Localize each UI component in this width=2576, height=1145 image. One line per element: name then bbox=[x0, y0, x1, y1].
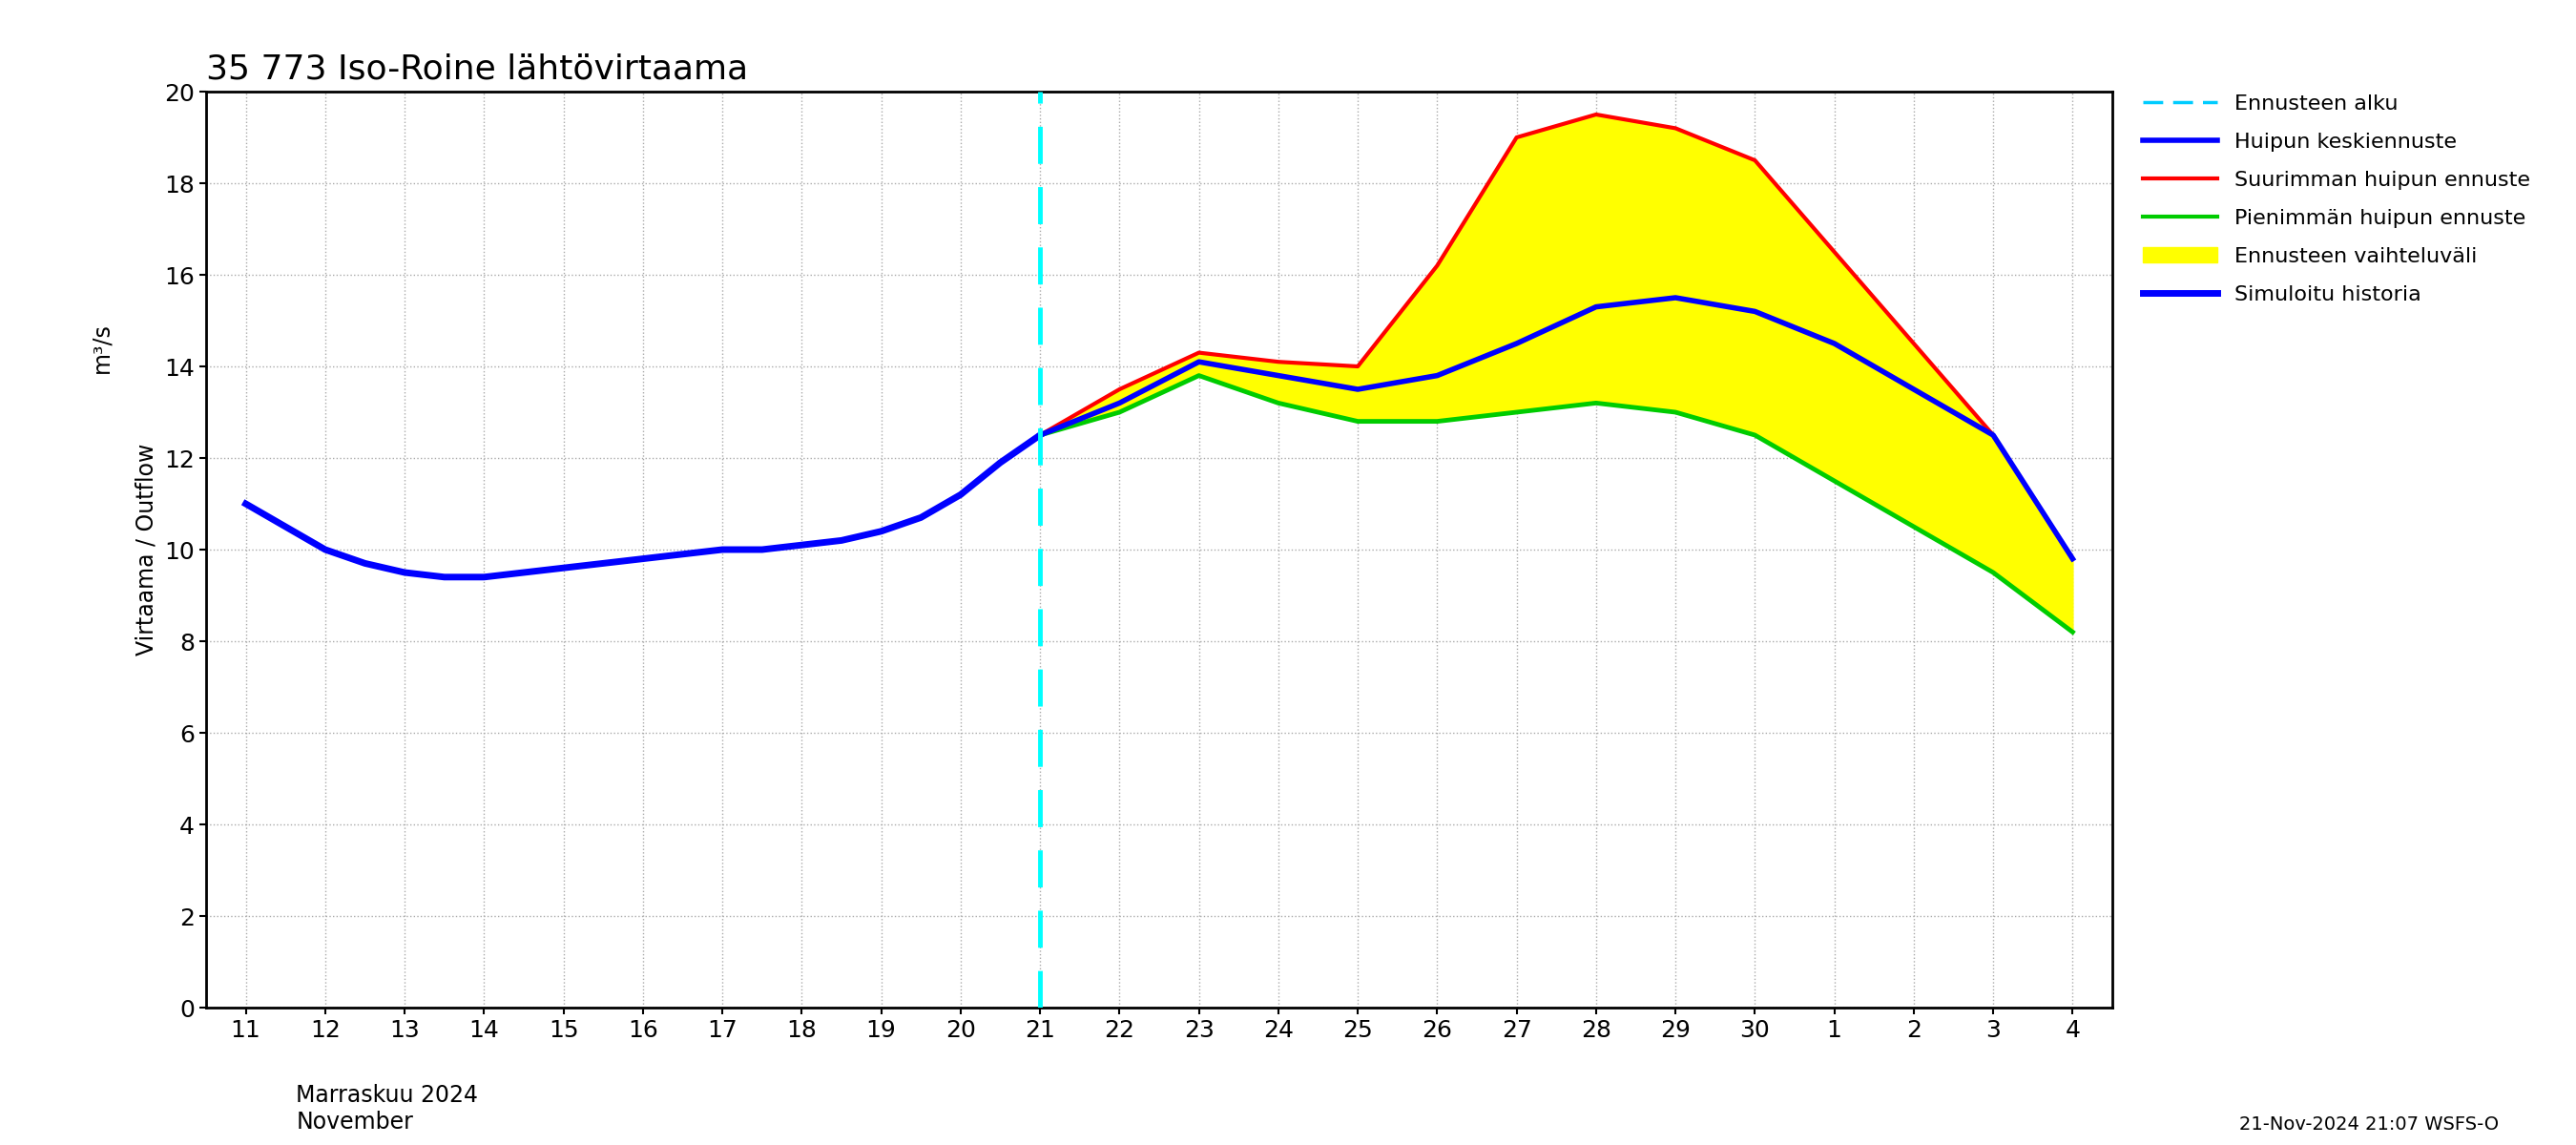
Y-axis label: Virtaama / Outflow: Virtaama / Outflow bbox=[134, 443, 157, 656]
Text: 35 773 Iso-Roine lähtövirtaama: 35 773 Iso-Roine lähtövirtaama bbox=[206, 53, 747, 85]
Text: 21-Nov-2024 21:07 WSFS-O: 21-Nov-2024 21:07 WSFS-O bbox=[2239, 1115, 2499, 1134]
Text: m³/s: m³/s bbox=[90, 323, 113, 373]
Legend: Ennusteen alku, Huipun keskiennuste, Suurimman huipun ennuste, Pienimmän huipun : Ennusteen alku, Huipun keskiennuste, Suu… bbox=[2133, 84, 2540, 315]
Text: Marraskuu 2024
November: Marraskuu 2024 November bbox=[296, 1084, 479, 1134]
